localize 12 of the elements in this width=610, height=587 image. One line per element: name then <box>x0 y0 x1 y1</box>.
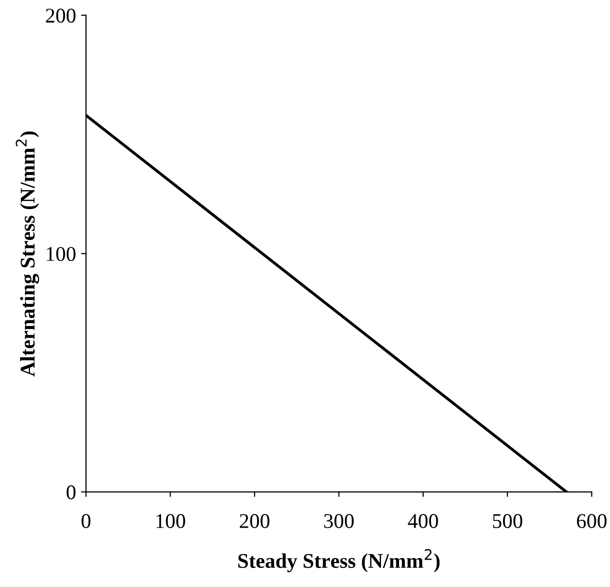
x-tick-label: 500 <box>493 514 522 528</box>
x-tick-label: 300 <box>324 514 354 528</box>
x-tick-label: 100 <box>156 514 186 528</box>
y-tick-label: 200 <box>46 8 76 23</box>
y-tick-label: 0 <box>66 485 76 500</box>
x-tick-label: 600 <box>576 514 607 528</box>
x-axis-title: Steady Stress (N/mm$^{2}$) <box>238 548 440 572</box>
y-tick-label: 100 <box>46 246 76 262</box>
y-axis-title: Alternating Stress (N/mm$^{2}$) <box>16 132 40 377</box>
x-tick-label: 200 <box>240 514 270 528</box>
x-tick-label: 400 <box>408 514 438 528</box>
x-tick-label: 0 <box>82 514 90 528</box>
